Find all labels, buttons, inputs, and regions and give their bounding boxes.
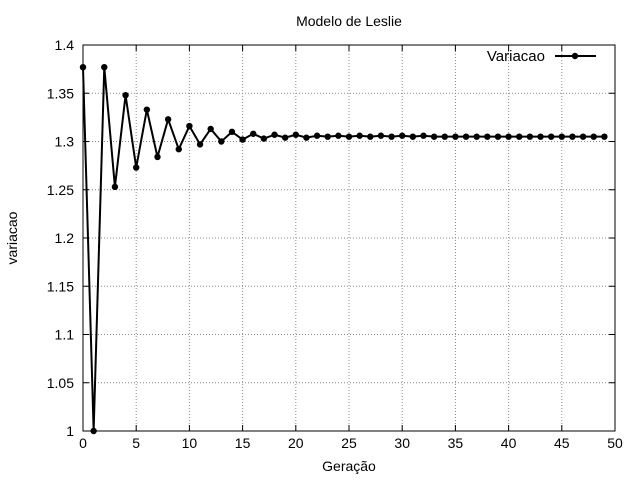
data-point [452,133,459,140]
data-point [569,133,576,140]
data-point [260,135,268,142]
x-tick-label: 50 [607,435,623,451]
data-point [494,133,502,140]
y-tick-label: 1 [66,423,74,439]
legend: Variacao [487,48,596,65]
data-point [420,132,427,139]
grid [83,45,615,431]
data-point [154,153,161,161]
x-tick-label: 25 [341,435,357,451]
y-axis-label: variacao [4,211,20,264]
y-tick-label: 1.05 [47,375,74,391]
data-point [345,133,353,140]
data-point [101,63,108,71]
data-point [196,141,204,148]
x-axis-label: Geração [322,458,376,474]
x-tick-label: 10 [182,435,198,451]
data-point [579,133,587,140]
x-tick-label: 15 [235,435,251,451]
data-point [111,183,119,191]
data-point [313,132,321,139]
data-point [526,133,534,140]
data-point [516,133,523,140]
data-point [133,164,140,171]
data-point [399,132,406,139]
x-tick-label: 40 [501,435,517,451]
x-tick-label: 35 [448,435,464,451]
data-point [250,130,257,137]
data-point [175,146,182,153]
x-tick-label: 30 [394,435,410,451]
data-point [186,122,193,130]
data-point [281,134,289,141]
data-point [367,133,374,140]
data-point [356,132,363,139]
y-tick-label: 1.25 [47,182,74,198]
data-point [239,136,246,143]
data-point [473,133,480,140]
y-tick-label: 1.15 [47,278,74,294]
data-point [164,116,172,123]
data-point [441,133,448,140]
y-tick-label: 1.4 [55,37,75,53]
legend-marker [571,52,579,60]
x-tick-label: 45 [554,435,570,451]
x-tick-label: 0 [79,435,87,451]
data-point [335,132,342,139]
data-point [547,133,555,140]
data-point [409,133,417,140]
data-point [292,131,299,138]
series-layer [79,63,608,435]
data-point [537,133,544,140]
data-point [590,133,597,140]
data-point [388,133,395,140]
y-tick-label: 1.3 [55,134,75,150]
x-tick-label: 20 [288,435,304,451]
data-point [601,133,608,140]
data-point [558,133,565,140]
y-tick-label: 1.1 [55,327,75,343]
data-point [79,63,87,71]
data-point [484,133,491,140]
y-tick-label: 1.2 [55,230,75,246]
legend-label: Variacao [487,48,545,65]
data-point [122,91,129,99]
data-point [218,138,225,145]
data-point [462,133,470,140]
data-point [207,125,214,133]
x-tick-label: 5 [132,435,140,451]
data-point [90,427,97,435]
data-point [377,132,385,139]
chart-title: Modelo de Leslie [296,13,402,29]
data-point [303,134,310,141]
data-point [271,131,278,138]
data-point [228,128,236,136]
data-point [324,133,331,140]
y-tick-label: 1.35 [47,85,74,101]
data-point [505,133,512,140]
data-point [143,106,151,113]
series-line [82,67,605,432]
ticks [82,44,616,432]
tick-labels: 0 5 10 15 20 25 30 35 40 45 50 1 1.05 1.1 1.15 1.2 1.25 1… [47,37,623,451]
data-point [430,133,438,140]
